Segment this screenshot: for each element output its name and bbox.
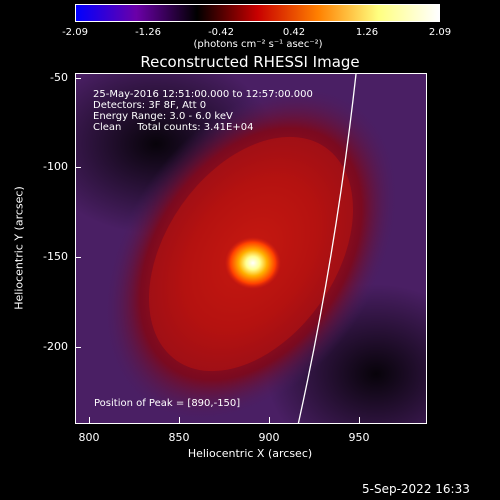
y-axis-label: Heliocentric Y (arcsec) [12, 186, 26, 310]
colorbar-tick-label: 1.26 [355, 27, 379, 38]
info-total-counts: Clean Total counts: 3.41E+04 [93, 122, 254, 133]
x-tick-label: 900 [258, 431, 280, 444]
x-tick-mark [89, 417, 90, 423]
y-tick-label: -150 [43, 250, 68, 263]
colorbar-tick-label: 2.09 [428, 27, 452, 38]
x-tick-label: 850 [168, 431, 190, 444]
y-tick-label: -200 [43, 340, 68, 353]
x-axis-label: Heliocentric X (arcsec) [187, 447, 313, 460]
info-time-range: 25-May-2016 12:51:00.000 to 12:57:00.000 [93, 89, 313, 100]
colorbar [75, 4, 440, 22]
y-tick-label: -50 [50, 71, 68, 84]
colorbar-tick-label: -0.42 [208, 27, 234, 38]
rhessi-image [76, 74, 426, 423]
x-tick-mark [269, 417, 270, 423]
colorbar-units-label: (photons cm⁻² s⁻¹ asec⁻²) [193, 39, 323, 50]
rhessi-image-plot: 25-May-2016 12:51:00.000 to 12:57:00.000… [75, 73, 427, 424]
y-tick-mark [75, 347, 81, 348]
colorbar-tick-label: -1.26 [135, 27, 161, 38]
y-tick-mark [75, 78, 81, 79]
x-tick-mark [179, 417, 180, 423]
plot-title: Reconstructed RHESSI Image [140, 53, 360, 71]
info-energy-range: Energy Range: 3.0 - 6.0 keV [93, 111, 233, 122]
y-tick-mark [75, 257, 81, 258]
info-peak-position: Position of Peak = [890,-150] [94, 398, 241, 409]
x-tick-label: 800 [78, 431, 100, 444]
x-tick-label: 950 [348, 431, 370, 444]
y-tick-label: -100 [43, 160, 68, 173]
timestamp: 5-Sep-2022 16:33 [362, 482, 470, 496]
x-tick-mark [359, 417, 360, 423]
colorbar-tick-label: 0.42 [282, 27, 306, 38]
colorbar-tick-label: -2.09 [62, 27, 88, 38]
solar-limb-line [297, 74, 357, 423]
y-tick-mark [75, 167, 81, 168]
info-detectors: Detectors: 3F 8F, Att 0 [93, 100, 207, 111]
emission-peak [224, 237, 281, 289]
